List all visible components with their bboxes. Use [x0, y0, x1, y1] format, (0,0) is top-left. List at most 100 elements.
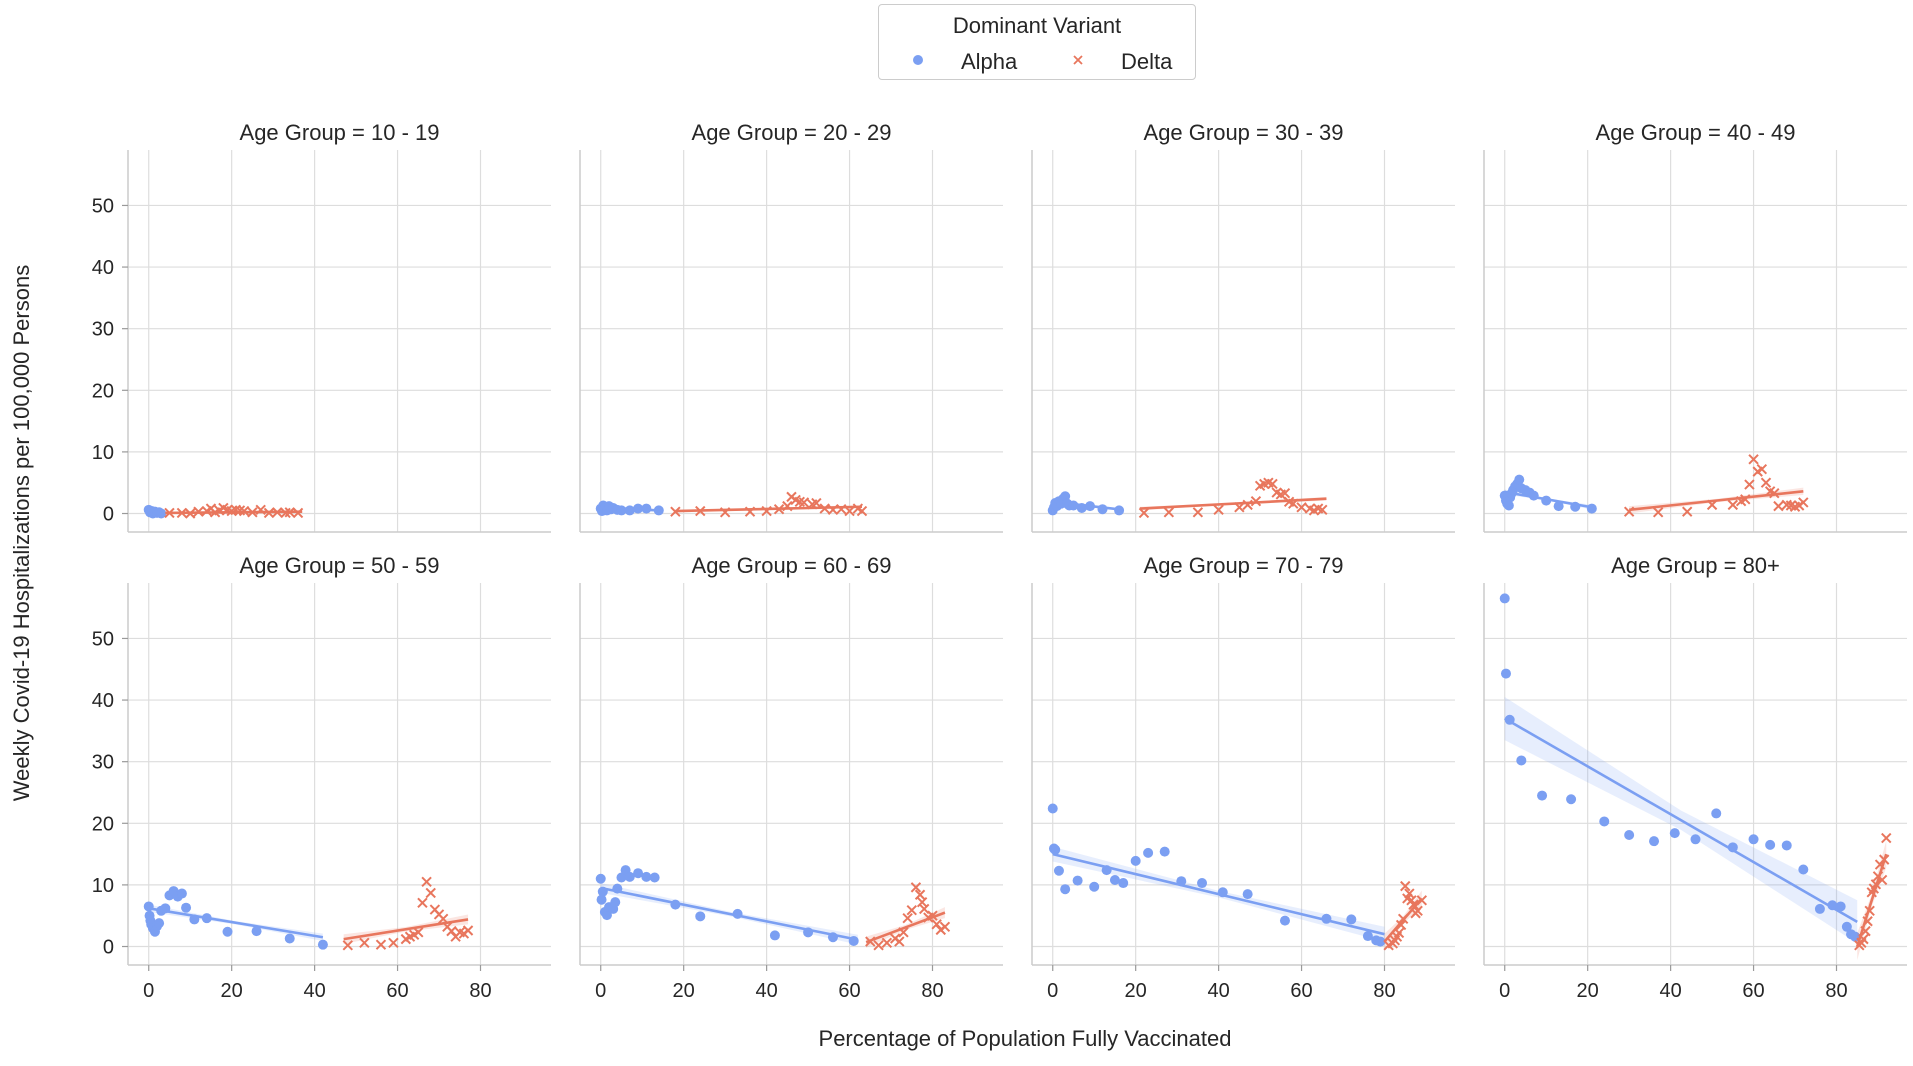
alpha-point	[1321, 913, 1332, 924]
facet-title: Age Group = 40 - 49	[1596, 120, 1796, 145]
delta-point	[1296, 502, 1307, 513]
legend-label-alpha: Alpha	[961, 49, 1018, 74]
delta-point	[856, 505, 868, 517]
circle-marker-icon	[905, 53, 931, 72]
alpha-point	[641, 871, 652, 882]
facet-title: Age Group = 10 - 19	[240, 120, 440, 145]
delta-point	[1138, 507, 1150, 519]
alpha-point	[189, 914, 200, 925]
alpha-point	[1143, 847, 1154, 858]
facet-panel: 0 20 40 60 80 Age Group = 70 - 79	[1031, 553, 1455, 1002]
delta-point	[1740, 494, 1751, 505]
y-tick-label: 10	[92, 442, 114, 464]
legend-label-delta: Delta	[1121, 49, 1173, 74]
x-tick-label: 0	[595, 980, 606, 1002]
alpha-point	[1566, 794, 1577, 805]
delta-point	[1860, 925, 1871, 937]
alpha-point	[616, 872, 627, 883]
delta-point	[719, 507, 731, 518]
delta-point	[1760, 477, 1772, 488]
alpha-point	[1841, 921, 1852, 932]
x-tick-label: 60	[386, 980, 408, 1002]
delta-point	[927, 910, 938, 921]
alpha-point	[670, 899, 681, 910]
delta-point	[1748, 454, 1759, 465]
delta-point	[918, 903, 930, 915]
alpha-point	[1765, 839, 1776, 850]
x-tick-label: 40	[1207, 980, 1229, 1002]
x-tick-label: 20	[1577, 980, 1599, 1002]
delta-trend-line	[1855, 853, 1888, 947]
delta-point	[247, 507, 258, 518]
delta-point	[1317, 504, 1328, 516]
delta-point	[910, 882, 922, 893]
alpha-point	[143, 901, 154, 912]
delta-point	[1393, 927, 1405, 939]
delta-point	[916, 896, 928, 908]
x-tick-label: 60	[838, 980, 860, 1002]
facet-title: Age Group = 70 - 79	[1144, 553, 1344, 578]
x-tick-label: 80	[1825, 980, 1847, 1002]
facet-panel: 0 20 40 60 80 0 10 20 30 40 50 Age Group = 50 - 59	[92, 553, 551, 1002]
delta-point	[263, 507, 275, 519]
delta-point	[462, 925, 474, 936]
alpha-point	[222, 926, 233, 937]
delta-point	[844, 505, 855, 517]
alpha-point	[633, 868, 644, 879]
alpha-point	[1362, 931, 1373, 942]
x-tick-label: 0	[143, 980, 154, 1002]
delta-point	[819, 503, 830, 514]
delta-point	[1682, 506, 1693, 517]
alpha-point	[1159, 846, 1170, 857]
delta-point	[1395, 919, 1407, 931]
delta-point	[413, 927, 424, 938]
alpha-trend-line	[1504, 717, 1858, 923]
y-tick-label: 40	[92, 257, 114, 279]
alpha-point	[848, 935, 859, 946]
alpha-point	[595, 873, 606, 884]
delta-point	[894, 936, 905, 947]
facet-panel: Age Group = 40 - 49	[1483, 120, 1907, 533]
alpha-point	[616, 505, 627, 516]
alpha-point	[1537, 790, 1548, 801]
alpha-point	[160, 903, 171, 914]
x-tick-label: 80	[921, 980, 943, 1002]
delta-point	[939, 921, 951, 933]
alpha-point	[1553, 501, 1564, 512]
delta-point	[1242, 499, 1253, 511]
delta-point	[176, 507, 188, 519]
y-tick-label: 10	[92, 875, 114, 897]
delta-point	[417, 897, 428, 908]
delta-point	[798, 497, 810, 508]
alpha-point	[597, 886, 608, 897]
alpha-point	[1097, 504, 1108, 515]
delta-point	[193, 506, 204, 517]
alpha-point	[641, 503, 652, 514]
delta-point	[811, 497, 822, 509]
x-tick-label: 40	[755, 980, 777, 1002]
delta-point	[1623, 506, 1635, 517]
alpha-point	[1060, 884, 1071, 895]
delta-point	[906, 904, 917, 916]
alpha-point	[317, 939, 328, 950]
alpha-point	[1101, 865, 1112, 876]
alpha-point	[1500, 668, 1511, 679]
delta-point	[292, 507, 304, 519]
alpha-point	[1085, 501, 1096, 512]
alpha-point	[1798, 864, 1809, 875]
x-tick-label: 0	[1499, 980, 1510, 1002]
delta-point	[164, 507, 175, 519]
alpha-trend-line	[148, 907, 324, 939]
alpha-point	[1827, 900, 1838, 911]
alpha-point	[1599, 816, 1610, 827]
alpha-point	[1176, 876, 1187, 887]
alpha-point	[803, 927, 814, 938]
x-tick-label: 0	[1047, 980, 1058, 1002]
delta-point	[1773, 500, 1784, 512]
delta-point	[184, 508, 196, 519]
alpha-trend-line	[600, 886, 859, 942]
alpha-point	[1114, 505, 1125, 516]
delta-point	[782, 500, 793, 512]
delta-point	[1864, 905, 1875, 916]
delta-point	[873, 940, 884, 951]
